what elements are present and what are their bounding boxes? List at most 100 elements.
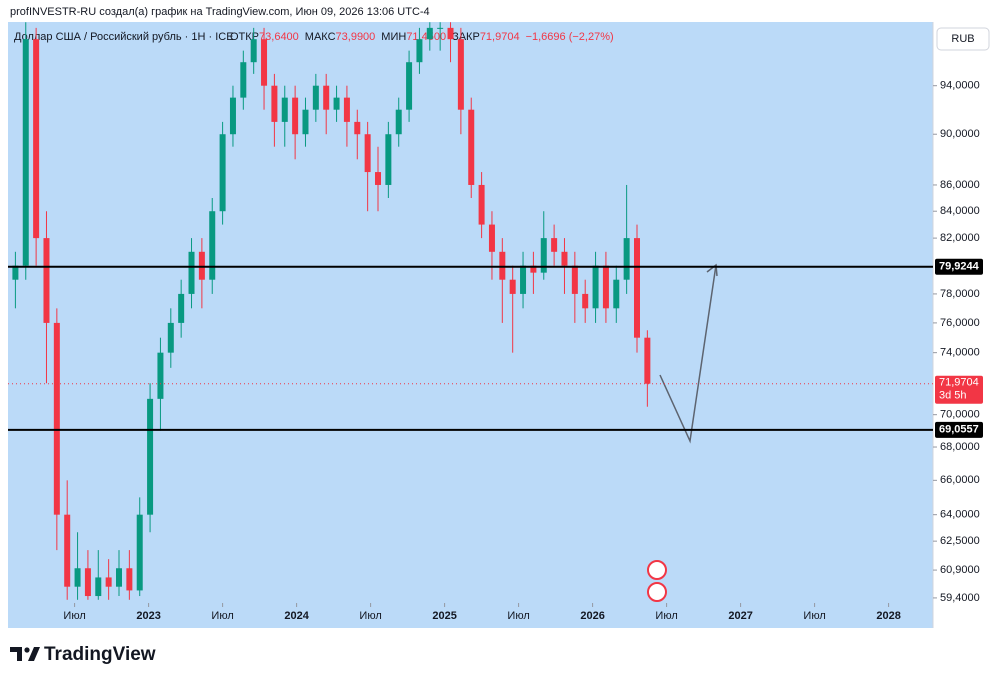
level-label: 79,9244	[939, 261, 980, 273]
ohlc-value: 73,9900	[336, 31, 376, 43]
countdown: 3d 5h	[939, 390, 967, 402]
x-tick-label: 2023	[136, 610, 160, 622]
candle-body	[116, 568, 122, 587]
event-icon[interactable]	[647, 560, 667, 580]
x-tick-label: 2025	[432, 610, 456, 622]
change: −1,6696 (−2,27%)	[526, 31, 614, 43]
y-tick-label: 60,9000	[940, 564, 980, 576]
last-price-box	[935, 375, 983, 404]
ohlc-value: 73,6400	[259, 31, 299, 43]
candle-body	[188, 251, 195, 294]
candle-body	[426, 27, 433, 40]
currency-button[interactable]	[936, 27, 990, 51]
candle-body	[540, 238, 547, 273]
forecast-arrow	[659, 264, 717, 444]
ohlc-value: 71,9704	[480, 31, 520, 43]
level-label: 69,0557	[939, 424, 979, 436]
candle-body	[623, 238, 630, 280]
candle-body	[634, 238, 640, 338]
candle-body	[95, 577, 102, 597]
currency[interactable]: RUB	[951, 33, 974, 45]
candle-body	[333, 97, 340, 110]
candle-body	[240, 62, 247, 98]
candle-body	[281, 97, 288, 122]
ohlc-label: ЗАКР	[452, 31, 480, 43]
y-tick-label: 76,0000	[940, 317, 980, 329]
x-tick-label: Июл	[655, 610, 677, 622]
x-tick-label: Июл	[359, 610, 381, 622]
candle-body	[250, 39, 257, 63]
y-tick-label: 90,0000	[940, 128, 980, 140]
y-tick-label: 86,0000	[940, 179, 980, 191]
candle-body	[343, 97, 350, 122]
candle-body	[488, 224, 495, 252]
candle-body	[457, 39, 464, 110]
candle-body	[64, 514, 71, 587]
candle-body	[561, 251, 568, 266]
x-tick-label: Июл	[63, 610, 85, 622]
logo-mark	[10, 647, 40, 661]
x-tick-label: 2024	[284, 610, 309, 622]
x-tick-label: 2026	[580, 610, 604, 622]
ohlc-value: 71,4500	[406, 31, 446, 43]
candle-body	[53, 322, 60, 515]
x-tick-label: 2028	[876, 610, 900, 622]
candle-body	[157, 352, 164, 399]
candle-body	[582, 293, 589, 309]
last-price-label: 71,9704	[939, 377, 979, 389]
candle-body	[12, 265, 19, 280]
candle-body	[312, 85, 319, 110]
y-tick-label: 94,0000	[940, 80, 980, 92]
candle-body	[147, 398, 154, 515]
y-tick-label: 70,0000	[940, 409, 980, 421]
ohlc-label: МИН	[381, 31, 406, 43]
candle-body	[292, 97, 299, 135]
candle-body	[613, 279, 620, 309]
y-tick-label: 62,5000	[940, 535, 980, 547]
y-tick-label: 66,0000	[940, 474, 980, 486]
ohlc-label: МАКС	[305, 31, 336, 43]
y-tick-label: 84,0000	[940, 205, 980, 217]
candle-body	[136, 514, 143, 591]
candle-body	[167, 322, 174, 353]
candle-body	[209, 211, 216, 280]
symbol-title: Доллар США / Российский рубль · 1Н · ICE	[14, 31, 234, 43]
candle-body	[395, 109, 402, 135]
event-icon[interactable]	[647, 582, 667, 602]
ohlc-legend: ОТКР73,6400 МАКС73,9900 МИН71,4500 ЗАКР71,9…	[230, 31, 614, 43]
y-tick-label: 82,0000	[940, 232, 980, 244]
candle-body	[323, 85, 330, 110]
candle-body	[602, 265, 609, 309]
candle-body	[178, 293, 185, 323]
candle-body	[478, 184, 485, 225]
candle-body	[43, 238, 50, 323]
candle-body	[530, 265, 537, 273]
candle-body	[33, 39, 40, 239]
candle-body	[375, 172, 381, 185]
candle-body	[468, 109, 475, 185]
y-tick-label: 78,0000	[940, 288, 980, 300]
candle-body	[302, 109, 309, 135]
y-tick-label: 68,0000	[940, 441, 980, 453]
candle-body	[592, 265, 599, 309]
attribution: profINVESTR-RU создал(а) график на Tradi…	[10, 6, 430, 18]
x-tick-label: Июл	[211, 610, 233, 622]
candle-body	[84, 568, 91, 597]
candle-body	[105, 577, 112, 587]
candle-body	[261, 39, 268, 86]
level-label-box	[935, 258, 983, 275]
candle-body	[271, 85, 278, 122]
level-label-box	[935, 421, 983, 438]
logo-dot	[24, 647, 30, 653]
arrow-head	[706, 263, 718, 277]
x-tick-label: 2027	[728, 610, 752, 622]
candle-body	[437, 27, 444, 29]
logo-text: TradingView	[44, 644, 156, 665]
candle-body	[354, 121, 361, 135]
y-tick-label: 74,0000	[940, 347, 980, 359]
candle-body	[126, 568, 133, 591]
y-tick-label: 64,0000	[940, 509, 980, 521]
candle-body	[416, 39, 423, 63]
candle-body	[571, 265, 578, 294]
